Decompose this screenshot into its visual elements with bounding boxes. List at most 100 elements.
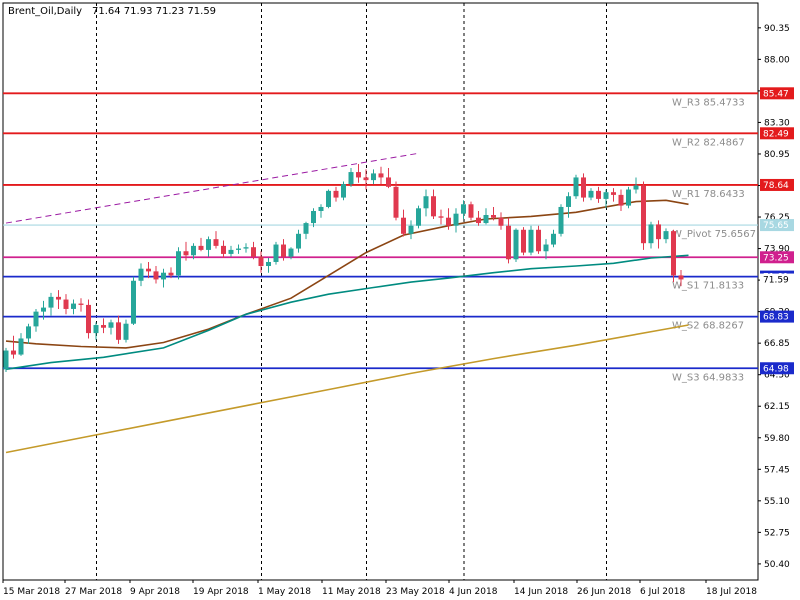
price-tag-text: 64.98 (763, 364, 789, 374)
y-tick-label: 64.50 (764, 371, 790, 381)
candle (581, 173, 586, 202)
candle (273, 241, 279, 265)
candle (566, 192, 571, 218)
candle (536, 225, 541, 254)
candle (251, 241, 256, 260)
candle-body (296, 233, 301, 249)
grid-lines (96, 3, 607, 580)
candle-body (453, 213, 459, 226)
y-tick-label: 66.85 (764, 339, 790, 349)
candle-body (176, 251, 181, 276)
ma-line-MA-mid (5, 254, 689, 371)
candle (108, 319, 114, 335)
candle (56, 290, 61, 309)
candle (176, 247, 181, 280)
candle-body (356, 172, 361, 178)
candle (93, 322, 99, 340)
candle-body (341, 184, 346, 198)
price-tag-W_R2: 82.49 (760, 127, 794, 140)
candle-body (258, 256, 264, 267)
candle-body (333, 190, 339, 198)
candle-body (311, 210, 316, 224)
candle (498, 212, 504, 230)
candle-body (213, 239, 219, 246)
candle (258, 251, 264, 273)
candle-body (33, 311, 39, 327)
candle (198, 237, 204, 252)
candle-body (416, 208, 421, 226)
y-tick-label: 52.75 (764, 528, 790, 538)
candle-body (656, 224, 661, 240)
price-tag-current: 71.59 (760, 273, 794, 286)
candle-body (318, 206, 324, 211)
x-tick-label: 14 Jun 2018 (514, 587, 568, 597)
price-tag-text: 85.47 (763, 89, 789, 99)
candle (206, 236, 211, 257)
price-tag-W_S3: 64.98 (760, 362, 794, 375)
chart-ohlc: 71.64 71.93 71.23 71.59 (92, 6, 216, 17)
candle (453, 208, 459, 233)
price-tag-W_Pivot: 75.65 (760, 219, 794, 232)
candle (573, 174, 579, 199)
candle-body (641, 185, 646, 244)
candle (416, 205, 421, 229)
candle-body (491, 215, 496, 218)
candle-body (56, 296, 61, 300)
candle (408, 220, 414, 240)
candle-body (581, 177, 586, 198)
candle-body (108, 322, 114, 328)
candle (138, 263, 144, 287)
candle (521, 227, 526, 256)
price-tag-text: 78.64 (763, 181, 789, 191)
candle (363, 169, 369, 190)
y-tick-label: 57.45 (764, 465, 790, 475)
candle (378, 166, 384, 185)
candle (63, 294, 69, 315)
candle-body (183, 251, 189, 256)
y-tick-label: 83.30 (764, 118, 790, 128)
candle-body (326, 190, 331, 207)
candle (41, 300, 46, 320)
level-lines: W_R3 85.4733 W_R2 82.4867 W_R1 78.6433 W_Pi… (3, 92, 758, 383)
candle-body (198, 245, 204, 250)
candle (401, 209, 406, 237)
candle-body (498, 217, 504, 226)
candle (101, 318, 106, 334)
candle (78, 298, 84, 312)
candle-body (626, 189, 631, 206)
candle (318, 204, 324, 218)
candle (228, 245, 234, 257)
candle (123, 319, 129, 343)
candle-body (131, 280, 136, 324)
candle (311, 208, 316, 228)
candle-body (138, 268, 144, 281)
candle-body (371, 173, 376, 181)
candle (468, 201, 474, 221)
candle-body (543, 244, 549, 252)
candle (183, 241, 189, 261)
candle (438, 209, 444, 225)
candle-body (536, 229, 541, 252)
candle-body (243, 247, 249, 249)
candle (648, 221, 654, 249)
candle (588, 188, 594, 201)
candle-body (408, 225, 414, 234)
candle (146, 261, 151, 279)
price-tag-text: 75.65 (763, 221, 789, 231)
candle (86, 299, 91, 339)
y-tick-label: 80.95 (764, 150, 790, 160)
candle-body (168, 272, 174, 276)
y-tick-label: 62.15 (764, 402, 790, 412)
candle-body (288, 248, 294, 257)
candle (191, 243, 196, 260)
price-tag-W_S2: 68.83 (760, 310, 794, 323)
candle (513, 228, 519, 262)
level-label-W_R3: W_R3 85.4733 (672, 97, 745, 108)
candle (633, 177, 639, 194)
price-tag-bg (760, 273, 794, 286)
price-tag-text: 71.59 (763, 276, 789, 286)
candle-body (378, 173, 384, 178)
x-tick-label: 23 May 2018 (386, 587, 445, 597)
chart-symbol: Brent_Oil,Daily (8, 6, 82, 17)
